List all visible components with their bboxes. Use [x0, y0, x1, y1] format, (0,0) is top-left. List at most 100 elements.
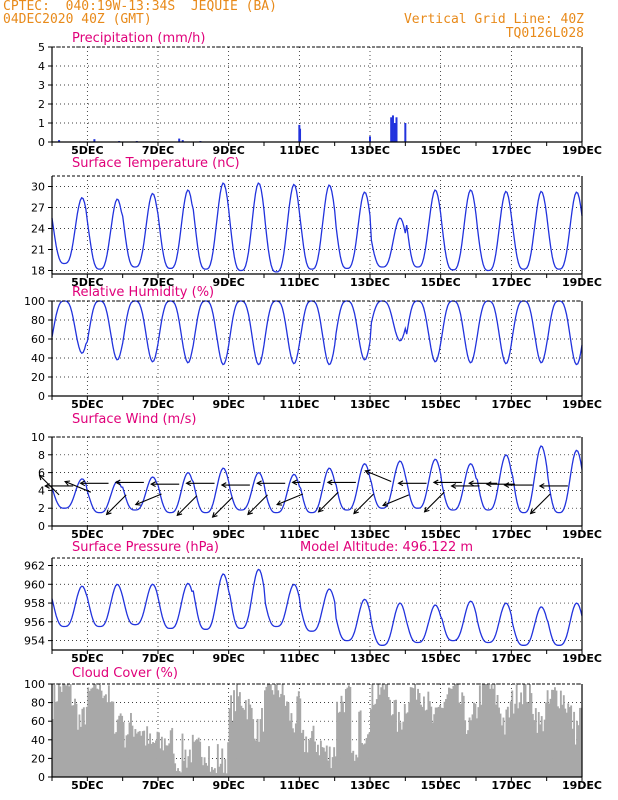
- cloud-bar: [77, 729, 79, 777]
- y-tick-label: 100: [24, 678, 45, 691]
- cloud-bar: [364, 743, 366, 777]
- panel-wind: Surface Wind (m/s) 0 2 4 6 8 10 5DEC 7DEC 9DEC 11D…: [31, 412, 602, 541]
- wind-vector: [353, 493, 374, 514]
- cloud-bar: [546, 690, 549, 777]
- cloud-bar: [74, 698, 76, 777]
- x-tick-label: 13DEC: [350, 652, 390, 665]
- cloud-bar: [153, 742, 156, 777]
- wind-vector-head: [44, 483, 50, 489]
- cloud-bar: [166, 745, 169, 777]
- cloud-bar: [127, 734, 129, 777]
- cloud-bar: [499, 713, 502, 777]
- cloud-bar: [536, 732, 539, 777]
- cloud-bar: [322, 747, 325, 777]
- cloud-bar: [158, 732, 160, 777]
- cloud-bar: [412, 688, 415, 777]
- cloud-bar: [303, 752, 306, 777]
- x-tick-label: 15DEC: [421, 144, 461, 157]
- cloud-bar: [140, 735, 143, 777]
- cloud-bar: [224, 759, 227, 777]
- cloud-bar: [293, 732, 296, 777]
- cloud-bar: [112, 701, 115, 777]
- cloud-bar: [333, 747, 336, 777]
- cloud-bar: [450, 688, 453, 777]
- y-tick-label: 21: [31, 244, 45, 257]
- cloud-bar: [392, 714, 394, 777]
- cloud-bar: [208, 746, 210, 777]
- cloud-bar: [455, 684, 458, 777]
- cloud-bar: [240, 705, 243, 777]
- x-tick-label: 15DEC: [421, 398, 461, 411]
- cloud-bar: [431, 722, 434, 777]
- cloud-bar: [284, 705, 287, 777]
- cloud-bar: [174, 763, 177, 777]
- cloud-bar: [264, 690, 266, 777]
- cloud-bar: [458, 702, 461, 777]
- cloud-bar: [530, 693, 533, 777]
- x-tick-label: 17DEC: [491, 398, 531, 411]
- cloud-bar: [169, 730, 172, 777]
- series-line-pres: [51, 568, 583, 646]
- cloud-bar: [421, 706, 424, 777]
- cloud-bar: [90, 688, 93, 777]
- cloud-bar: [462, 695, 465, 777]
- cloud-bar: [492, 688, 495, 777]
- cloud-bar: [478, 685, 481, 777]
- cloud-bar: [200, 756, 203, 777]
- precip-bar: [58, 140, 61, 142]
- cloud-bar: [517, 708, 520, 777]
- wind-vector: [39, 474, 60, 496]
- series-line-rh: [51, 300, 583, 366]
- cloud-bar: [406, 712, 409, 777]
- cloud-bar: [193, 741, 196, 777]
- cloud-bar: [353, 760, 356, 777]
- wind-vector-head: [529, 508, 536, 515]
- wind-vector-head: [211, 512, 218, 518]
- cloud-bar: [527, 702, 530, 777]
- cloud-bar: [424, 710, 427, 777]
- y-tick-label: 3: [38, 79, 45, 92]
- cloud-bar: [266, 684, 269, 777]
- x-tick-label: 13DEC: [350, 779, 390, 792]
- x-tick-label: 19DEC: [562, 276, 602, 289]
- cloud-bar: [69, 684, 72, 777]
- cloud-bar: [300, 732, 303, 777]
- cloud-bar: [177, 768, 180, 777]
- cloud-bar: [387, 697, 390, 777]
- cloud-bar: [291, 728, 294, 777]
- cloud-bar: [85, 706, 88, 777]
- x-tick-label: 13DEC: [350, 144, 390, 157]
- y-tick-label: 2: [38, 98, 45, 111]
- cloud-bar: [162, 750, 165, 777]
- cloud-bar: [448, 687, 450, 777]
- cloud-bar: [512, 713, 515, 777]
- cloud-bar: [71, 705, 74, 777]
- y-tick-label: 100: [24, 295, 45, 308]
- cloud-bar: [483, 684, 486, 777]
- cloud-bar: [185, 767, 188, 777]
- cloud-bar: [484, 684, 487, 777]
- cloud-bar: [150, 743, 153, 777]
- cloud-bar: [402, 721, 405, 777]
- header-station: CPTEC: 040:19W-13:34S JEQUIE (BA): [3, 0, 277, 14]
- cloud-bar: [225, 773, 228, 777]
- cloud-bar: [286, 701, 288, 777]
- cloud-bar: [555, 690, 558, 777]
- cloud-bar: [299, 698, 302, 777]
- wind-vector: [365, 470, 392, 483]
- cloud-bar: [305, 736, 308, 777]
- cloud-bar: [236, 684, 238, 777]
- cloud-bar: [520, 692, 523, 777]
- cloud-bar: [100, 690, 103, 777]
- cloud-bar: [109, 702, 112, 777]
- cloud-bar: [539, 724, 542, 777]
- cloud-bar: [377, 684, 380, 777]
- x-tick-label: 7DEC: [142, 398, 174, 411]
- cloud-bar: [523, 684, 525, 777]
- cloud-bar: [134, 729, 137, 777]
- y-tick-label: 4: [38, 60, 45, 73]
- panel-pres: Surface Pressure (hPa) Model Altitude: 49…: [24, 540, 602, 665]
- cloud-bar: [68, 686, 71, 777]
- cloud-bar: [168, 743, 171, 777]
- cloud-bar: [489, 688, 492, 777]
